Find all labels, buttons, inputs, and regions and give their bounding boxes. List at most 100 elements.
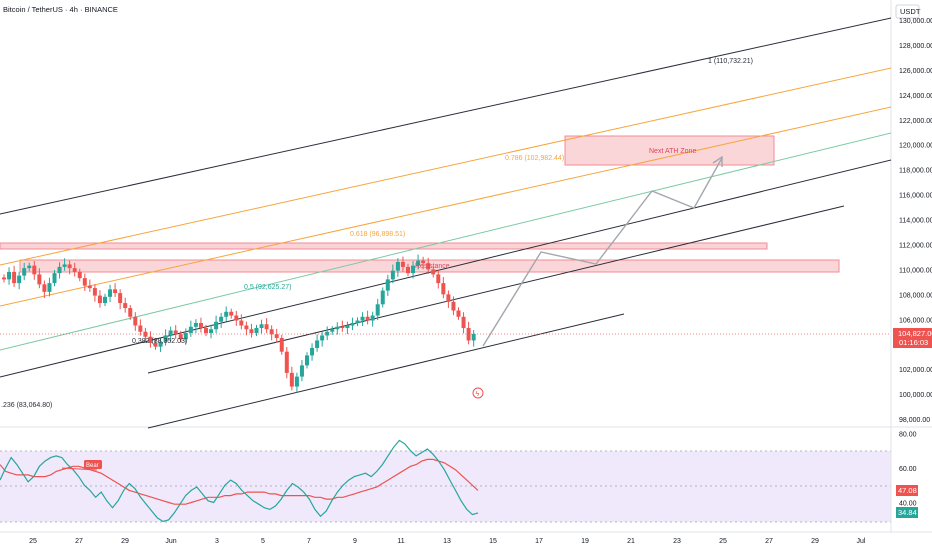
candle-body[interactable] [284, 351, 289, 373]
candle-body[interactable] [138, 325, 143, 332]
resistance-label[interactable]: Resistance [415, 263, 450, 270]
candle-body[interactable] [32, 265, 37, 275]
flash-icon[interactable] [472, 387, 484, 399]
candles[interactable] [2, 254, 476, 393]
candle-body[interactable] [350, 323, 355, 326]
candle-body[interactable] [57, 266, 62, 274]
candle-body[interactable] [229, 311, 234, 316]
candle-body[interactable] [92, 288, 97, 296]
candle-body[interactable] [400, 261, 405, 267]
candle-body[interactable] [345, 325, 350, 328]
candle-body[interactable] [97, 295, 102, 304]
candle-body[interactable] [214, 321, 219, 330]
rsi-ma-line[interactable] [0, 458, 479, 505]
candle-body[interactable] [158, 341, 163, 347]
candle-body[interactable] [87, 285, 92, 289]
candle-body[interactable] [133, 316, 138, 326]
candle-body[interactable] [42, 284, 47, 292]
candle-body[interactable] [320, 335, 325, 341]
candle-body[interactable] [178, 334, 183, 340]
candle-body[interactable] [254, 327, 259, 333]
fib-0618-label[interactable]: 0.618 (96,898.51) [350, 231, 405, 238]
candle-body[interactable] [375, 304, 380, 316]
candle-body[interactable] [411, 265, 416, 274]
candle-body[interactable] [325, 331, 330, 336]
candle-body[interactable] [118, 293, 123, 304]
candle-body[interactable] [77, 271, 82, 279]
fib-0618-line[interactable] [0, 106, 892, 307]
candle-body[interactable] [62, 264, 67, 267]
candle-body[interactable] [82, 278, 87, 286]
projection-path[interactable] [482, 157, 723, 347]
candle-body[interactable] [22, 268, 27, 276]
candle-body[interactable] [310, 347, 315, 356]
candle-body[interactable] [148, 336, 153, 343]
candle-body[interactable] [27, 265, 32, 269]
fib-0382-label[interactable]: 0.382 (88,352.03) [132, 338, 187, 345]
candle-body[interactable] [128, 308, 133, 317]
candle-body[interactable] [17, 275, 22, 284]
candle-body[interactable] [380, 290, 385, 305]
candle-body[interactable] [315, 340, 320, 348]
candle-body[interactable] [12, 271, 17, 284]
candle-body[interactable] [168, 330, 173, 336]
candle-body[interactable] [143, 331, 148, 337]
candle-body[interactable] [390, 270, 395, 280]
candle-body[interactable] [183, 332, 188, 340]
candle-body[interactable] [305, 355, 309, 366]
candle-body[interactable] [123, 303, 128, 309]
ath-zone-label[interactable]: Next ATH Zone [649, 148, 696, 155]
candle-body[interactable] [47, 283, 52, 292]
rsi-line[interactable] [0, 439, 479, 523]
candle-body[interactable] [395, 261, 400, 271]
candle-body[interactable] [279, 337, 284, 352]
candle-body[interactable] [340, 326, 345, 328]
candle-body[interactable] [441, 283, 446, 295]
candle-body[interactable] [7, 271, 12, 280]
candle-body[interactable] [188, 326, 193, 333]
candle-body[interactable] [370, 315, 375, 321]
candle-body[interactable] [451, 301, 456, 311]
candle-body[interactable] [234, 315, 239, 321]
candle-body[interactable] [37, 274, 42, 285]
candle-body[interactable] [274, 334, 279, 338]
candle-body[interactable] [360, 316, 365, 321]
candle-body[interactable] [406, 266, 410, 274]
candle-body[interactable] [108, 289, 113, 297]
candle-body[interactable] [466, 327, 471, 341]
price-axis[interactable]: USDT 130,000.00 128,000.00 126,000.00 124,0… [893, 4, 932, 518]
thin-zone[interactable] [0, 242, 768, 250]
time-axis[interactable]: 25 27 29 Jun 3 5 7 9 11 13 15 17 19 21 23 25 27 29 Jul [29, 538, 866, 545]
candle-body[interactable] [385, 279, 390, 291]
candle-body[interactable] [209, 329, 214, 333]
candle-body[interactable] [294, 376, 299, 387]
candle-body[interactable] [239, 320, 244, 326]
candle-body[interactable] [204, 327, 208, 333]
candle-body[interactable] [2, 277, 6, 280]
candle-body[interactable] [198, 323, 203, 328]
candle-body[interactable] [193, 323, 198, 327]
candle-body[interactable] [456, 310, 461, 317]
candle-body[interactable] [269, 329, 274, 335]
fib-1-label[interactable]: 1 (110,732.21) [708, 58, 753, 65]
candle-body[interactable] [67, 264, 72, 269]
candle-body[interactable] [421, 260, 426, 264]
channel-lower-line[interactable] [147, 313, 625, 429]
candle-body[interactable] [219, 316, 224, 322]
candle-body[interactable] [153, 342, 158, 347]
candle-body[interactable] [365, 316, 370, 321]
candle-body[interactable] [163, 335, 168, 342]
candle-body[interactable] [299, 365, 304, 377]
candle-body[interactable] [431, 269, 436, 275]
candle-body[interactable] [355, 320, 360, 324]
candle-body[interactable] [330, 329, 335, 332]
candle-body[interactable] [52, 273, 57, 284]
candle-body[interactable] [249, 329, 254, 333]
candle-body[interactable] [461, 316, 466, 328]
fib-0786-line[interactable] [0, 67, 892, 266]
channel-short-line[interactable] [147, 205, 845, 374]
candle-body[interactable] [446, 294, 451, 302]
fib-0786-label[interactable]: 0.786 (102,982.44) [505, 155, 564, 162]
candle-body[interactable] [335, 326, 340, 330]
